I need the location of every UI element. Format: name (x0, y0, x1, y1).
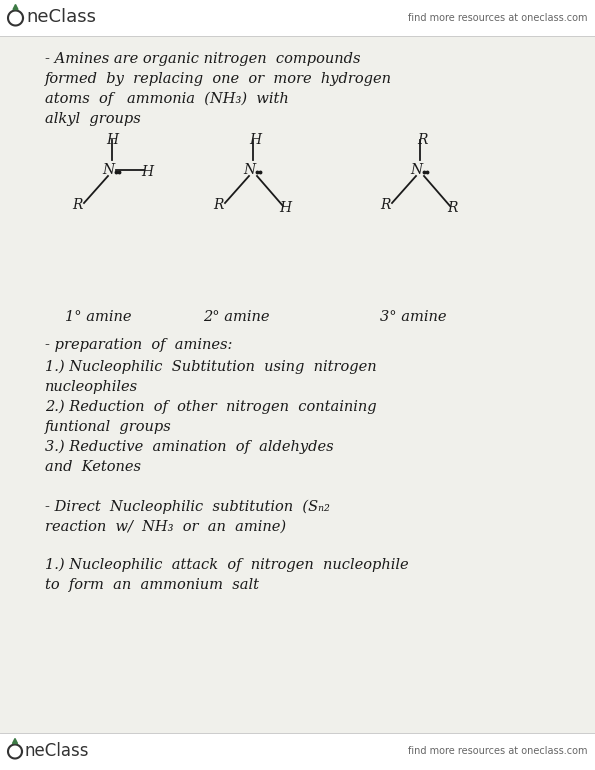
Text: neClass: neClass (26, 8, 96, 26)
Text: 1° amine: 1° amine (65, 310, 131, 324)
Text: H: H (249, 133, 261, 147)
Text: atoms  of   ammonia  (NH₃)  with: atoms of ammonia (NH₃) with (45, 92, 289, 106)
Text: 2° amine: 2° amine (203, 310, 270, 324)
Text: formed  by  replacing  one  or  more  hydrogen: formed by replacing one or more hydrogen (45, 72, 392, 86)
Text: - Direct  Nucleophilic  subtitution  (Sₙ₂: - Direct Nucleophilic subtitution (Sₙ₂ (45, 500, 330, 514)
Text: H: H (106, 133, 118, 147)
Text: N: N (243, 163, 255, 177)
Text: N: N (410, 163, 422, 177)
Text: R: R (447, 201, 457, 215)
Text: to  form  an  ammonium  salt: to form an ammonium salt (45, 578, 259, 592)
Polygon shape (13, 5, 18, 9)
Text: alkyl  groups: alkyl groups (45, 112, 141, 126)
Text: H: H (279, 201, 291, 215)
Text: 3° amine: 3° amine (380, 310, 446, 324)
Text: H: H (141, 165, 153, 179)
Text: R: R (416, 133, 427, 147)
Text: R: R (72, 198, 82, 212)
Text: 3.) Reductive  amination  of  aldehydes: 3.) Reductive amination of aldehydes (45, 440, 334, 454)
Text: find more resources at oneclass.com: find more resources at oneclass.com (409, 746, 588, 756)
Text: nucleophiles: nucleophiles (45, 380, 138, 394)
Bar (0, 733, 595, 770)
Polygon shape (12, 738, 17, 744)
Text: N: N (102, 163, 114, 177)
Text: R: R (380, 198, 390, 212)
Text: 1.) Nucleophilic  attack  of  nitrogen  nucleophile: 1.) Nucleophilic attack of nitrogen nucl… (45, 558, 409, 572)
Text: R: R (213, 198, 223, 212)
Text: neClass: neClass (25, 742, 89, 759)
Text: funtional  groups: funtional groups (45, 420, 172, 434)
Text: - Amines are organic nitrogen  compounds: - Amines are organic nitrogen compounds (45, 52, 361, 66)
Text: and  Ketones: and Ketones (45, 460, 141, 474)
Text: 2.) Reduction  of  other  nitrogen  containing: 2.) Reduction of other nitrogen containi… (45, 400, 377, 414)
Bar (0, 0, 595, 36)
Text: find more resources at oneclass.com: find more resources at oneclass.com (409, 13, 588, 23)
Text: reaction  w/  NH₃  or  an  amine): reaction w/ NH₃ or an amine) (45, 520, 286, 534)
Text: 1.) Nucleophilic  Subtitution  using  nitrogen: 1.) Nucleophilic Subtitution using nitro… (45, 360, 377, 374)
Text: - preparation  of  amines:: - preparation of amines: (45, 338, 233, 352)
